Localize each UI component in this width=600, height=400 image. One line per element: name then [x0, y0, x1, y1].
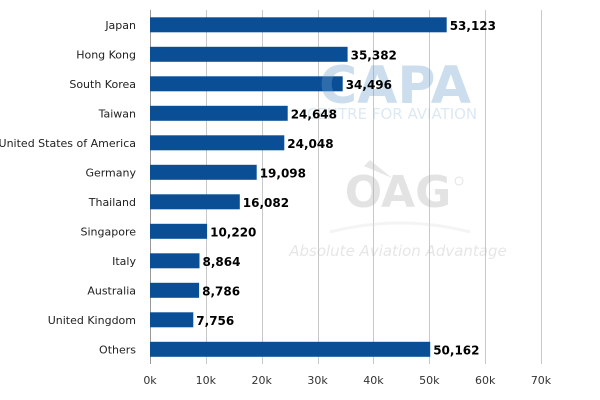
data-label: 35,382 — [351, 48, 397, 62]
bar — [150, 282, 200, 298]
data-label: 50,162 — [433, 343, 479, 357]
svg-text:CENTRE FOR AVIATION: CENTRE FOR AVIATION — [307, 105, 477, 123]
x-tick-label: 10k — [196, 374, 217, 387]
data-label: 24,648 — [291, 107, 337, 121]
grid-lines — [150, 10, 542, 364]
bars — [150, 17, 447, 357]
category-label: United Kingdom — [48, 314, 136, 327]
bar — [150, 135, 285, 151]
category-label: Japan — [104, 19, 136, 32]
category-labels: Japan Hong Kong South Korea Taiwan United St… — [0, 19, 137, 356]
bar — [150, 341, 431, 357]
data-label: 8,786 — [202, 284, 240, 298]
bar — [150, 76, 343, 92]
svg-text:CAPA: CAPA — [319, 56, 471, 116]
bar — [150, 253, 200, 269]
data-label: 34,496 — [346, 78, 392, 92]
data-label: 8,864 — [203, 255, 241, 269]
oag-logo: OAG Absolute Aviation Advantage — [288, 160, 507, 260]
bar — [150, 17, 447, 33]
data-label: 24,048 — [287, 137, 333, 151]
category-label: Taiwan — [98, 107, 136, 120]
bar — [150, 164, 257, 180]
x-axis-ticks: 0k 10k 20k 30k 40k 50k 60k 70k — [143, 374, 551, 387]
data-labels: 53,123 35,382 34,496 24,648 24,048 19,098 16,0… — [196, 19, 496, 357]
watermark: CAPA CENTRE FOR AVIATION OAG Absolute Av… — [288, 56, 507, 260]
category-label: Hong Kong — [76, 48, 136, 61]
capa-logo: CAPA CENTRE FOR AVIATION — [307, 56, 477, 123]
x-tick-label: 40k — [363, 374, 384, 387]
bar — [150, 46, 348, 62]
category-label: South Korea — [69, 78, 136, 91]
data-label: 7,756 — [196, 314, 234, 328]
x-tick-label: 60k — [475, 374, 496, 387]
category-label: United States of America — [0, 137, 136, 150]
data-label: 19,098 — [260, 166, 306, 180]
bar — [150, 194, 240, 210]
svg-text:Absolute Aviation Advantage: Absolute Aviation Advantage — [288, 242, 507, 260]
x-tick-label: 30k — [307, 374, 328, 387]
x-tick-label: 0k — [143, 374, 157, 387]
category-label: Others — [99, 343, 136, 356]
data-label: 16,082 — [243, 196, 289, 210]
category-label: Thailand — [88, 196, 136, 209]
x-tick-label: 50k — [419, 374, 440, 387]
category-label: Australia — [87, 284, 136, 297]
svg-text:OAG: OAG — [345, 167, 451, 218]
data-label: 10,220 — [210, 225, 256, 239]
category-label: Germany — [85, 166, 136, 179]
bar — [150, 312, 194, 328]
data-label: 53,123 — [450, 19, 496, 33]
bar — [150, 105, 288, 121]
x-tick-label: 70k — [531, 374, 552, 387]
category-label: Italy — [112, 255, 136, 268]
bar — [150, 223, 208, 239]
x-tick-label: 20k — [252, 374, 273, 387]
category-label: Singapore — [81, 225, 137, 238]
